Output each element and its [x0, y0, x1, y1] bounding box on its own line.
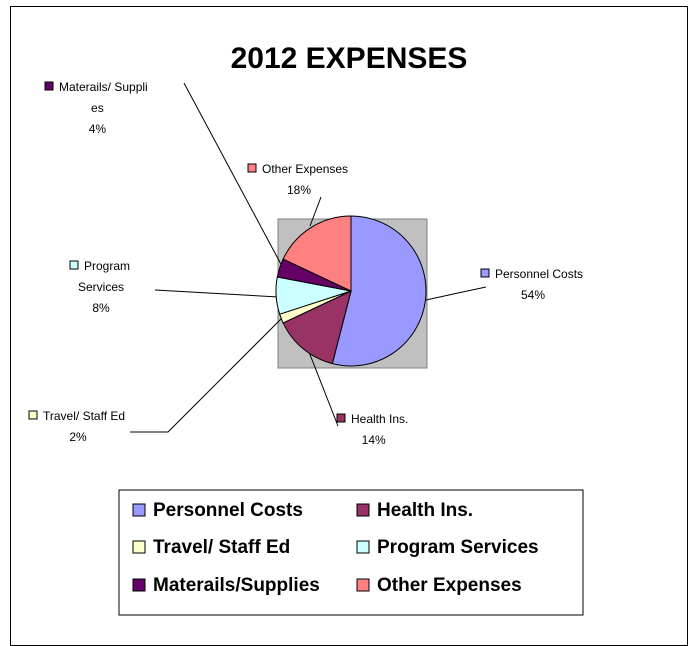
data-label-text-program-services: 8% — [92, 301, 110, 315]
data-label-marker-personnel-costs — [480, 268, 490, 278]
leader-line-other-expenses — [309, 196, 322, 227]
data-label-text-travel-staff-ed: 2% — [69, 430, 87, 444]
legend-swatch-personnel-costs — [132, 503, 146, 517]
pie-slices — [275, 215, 427, 367]
data-label-marker-health-ins — [336, 413, 346, 423]
data-label-text-materails-supplies: Materails/ Suppli — [59, 80, 148, 94]
data-label-program-services: Program Services 8% — [69, 259, 130, 315]
legend-swatch-health-ins — [356, 503, 370, 517]
data-label-text-health-ins: 14% — [362, 433, 386, 447]
slice-labels: Personnel Costs 54% Health Ins. 14% Travel/ … — [28, 80, 583, 447]
data-label-travel-staff-ed: Travel/ Staff Ed 2% — [28, 409, 125, 444]
data-label-text-health-ins: Health Ins. — [351, 412, 408, 426]
legend-swatch-travel-staff-ed — [132, 540, 146, 554]
data-label-text-personnel-costs: Personnel Costs — [495, 267, 583, 281]
legend-item-health-ins: Health Ins. — [356, 500, 473, 521]
data-label-text-program-services: Services — [78, 280, 124, 294]
data-label-text-materails-supplies: es — [91, 101, 104, 115]
data-label-marker-travel-staff-ed — [28, 410, 38, 420]
legend-label-program-services: Program Services — [377, 537, 539, 558]
leader-line-travel-staff-ed — [130, 317, 283, 433]
data-label-text-personnel-costs: 54% — [521, 288, 545, 302]
data-label-personnel-costs: Personnel Costs 54% — [480, 267, 583, 302]
data-label-materails-supplies: Materails/ Suppli es 4% — [44, 80, 148, 136]
chart-title: 2012 EXPENSES — [231, 42, 468, 75]
data-label-text-materails-supplies: 4% — [89, 122, 107, 136]
slice-other-expenses — [282, 215, 352, 292]
legend-item-personnel-costs: Personnel Costs — [132, 500, 303, 521]
data-label-text-program-services: Program — [84, 259, 130, 273]
data-label-marker-materails-supplies — [44, 81, 54, 91]
leader-line-materails-supplies — [183, 82, 284, 269]
leader-line-program-services — [154, 289, 280, 298]
legend-label-other-expenses: Other Expenses — [377, 575, 522, 596]
legend-label-personnel-costs: Personnel Costs — [153, 500, 303, 521]
data-label-text-other-expenses: 18% — [287, 183, 311, 197]
data-label-marker-other-expenses — [247, 163, 257, 173]
legend-item-materails-supplies: Materails/Supplies — [132, 575, 320, 596]
legend-box — [118, 489, 584, 616]
legend-item-program-services: Program Services — [356, 537, 539, 558]
legend: Personnel Costs Health Ins. Travel/ Staff … — [118, 489, 584, 616]
slice-health-ins — [282, 290, 352, 365]
leader-lines — [130, 82, 487, 433]
data-label-marker-program-services — [69, 260, 79, 270]
legend-label-materails-supplies: Materails/Supplies — [153, 575, 320, 596]
leader-line-health-ins — [308, 351, 339, 427]
legend-swatch-other-expenses — [356, 578, 370, 592]
legend-swatch-program-services — [356, 540, 370, 554]
data-label-health-ins: Health Ins. 14% — [336, 412, 408, 447]
pie-chart: 2012 EXPENSES Personnel Costs 54% Health I… — [28, 42, 584, 616]
leader-line-personnel-costs — [425, 286, 487, 301]
data-label-other-expenses: Other Expenses 18% — [247, 162, 348, 197]
data-label-text-other-expenses: Other Expenses — [262, 162, 348, 176]
legend-item-other-expenses: Other Expenses — [356, 575, 522, 596]
legend-item-travel-staff-ed: Travel/ Staff Ed — [132, 537, 290, 558]
data-label-text-travel-staff-ed: Travel/ Staff Ed — [43, 409, 125, 423]
slice-personnel-costs — [331, 215, 427, 367]
legend-label-health-ins: Health Ins. — [377, 500, 473, 521]
legend-label-travel-staff-ed: Travel/ Staff Ed — [153, 537, 290, 558]
legend-swatch-materails-supplies — [132, 578, 146, 592]
